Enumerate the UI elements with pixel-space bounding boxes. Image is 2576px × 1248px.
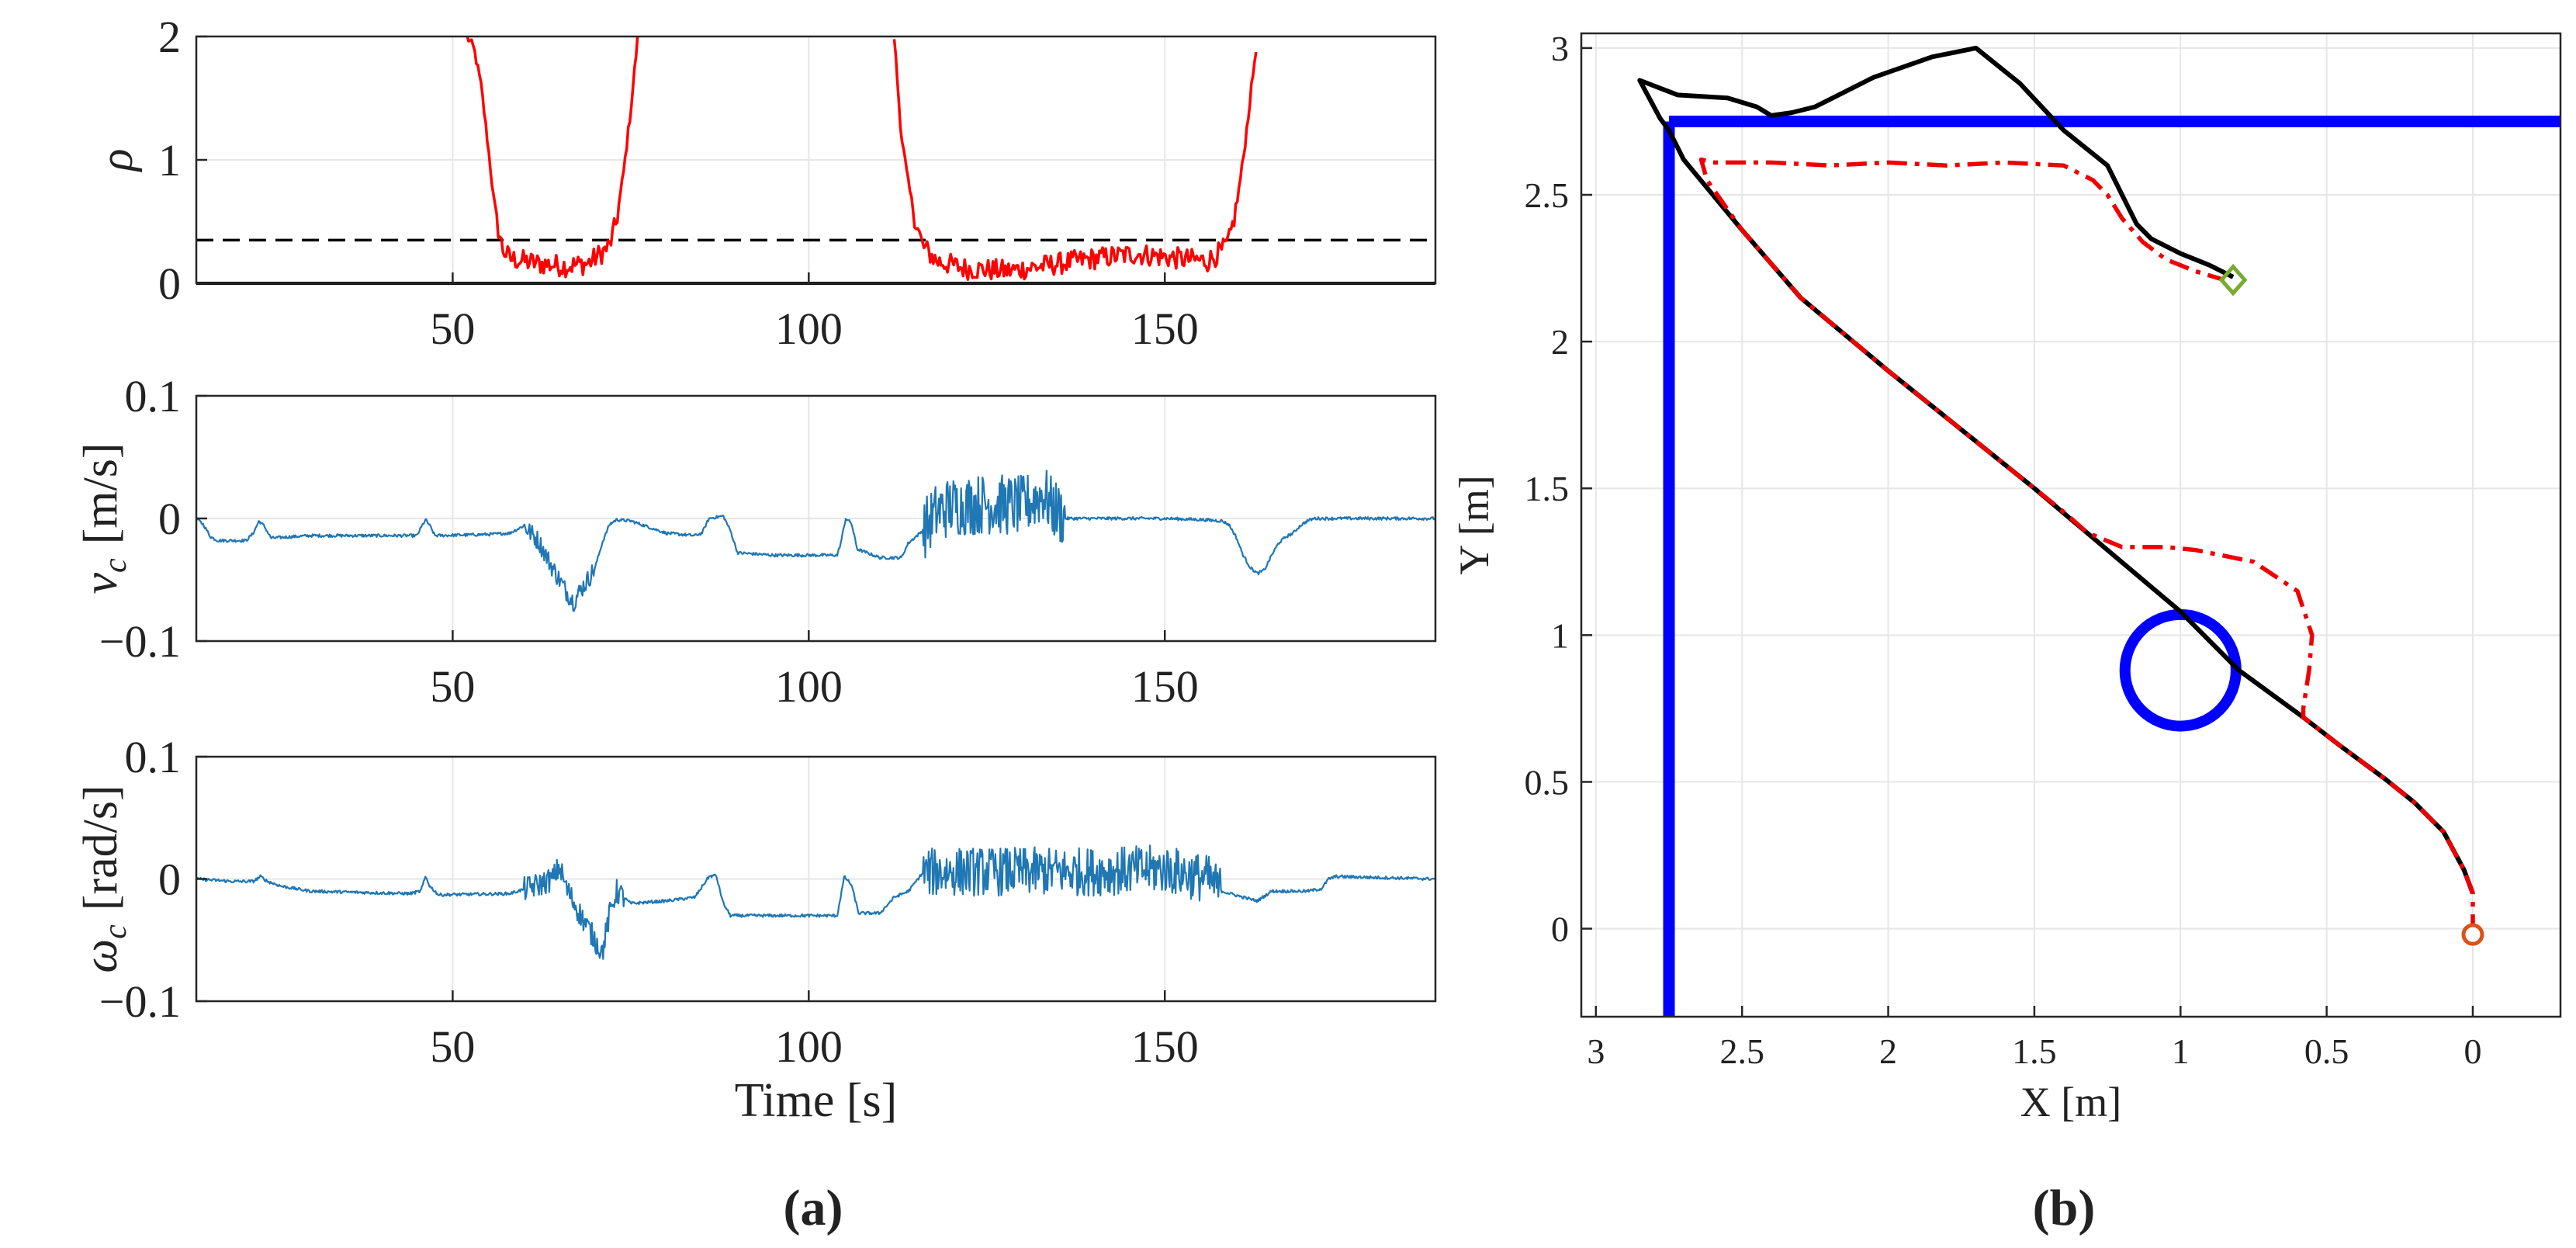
y-label-unit: [m/s] (74, 442, 127, 544)
y-axis-label: ωc [rad/s] (74, 785, 133, 972)
y-tick-label: 1.5 (1525, 469, 1570, 508)
chart-wc: 50 100 150 −0.1 0 0.1 ωc [rad/s] Time [s] (74, 732, 1437, 1127)
y-axis-label: vc [m/s] (74, 442, 133, 594)
x-tick-label: 2.5 (1719, 1031, 1764, 1071)
x-tick-label: 150 (1131, 1021, 1199, 1072)
y-label-symbol: ω (74, 939, 127, 973)
x-tick-label: 150 (1131, 661, 1199, 712)
y-tick-label: 0 (1551, 910, 1569, 949)
y-tick-label: 0.1 (125, 732, 182, 782)
y-label-symbol: v (74, 573, 127, 595)
y-tick-label: 2 (1551, 322, 1569, 362)
x-tick-label: 1 (2172, 1031, 2190, 1071)
y-label-subscript: c (98, 558, 133, 573)
x-tick-label: 3 (1587, 1031, 1605, 1071)
y-tick-label: 0 (158, 494, 181, 544)
chart-vc: 50 100 150 −0.1 0 0.1 vc [m/s] (74, 371, 1437, 712)
chart-rho: 50 100 150 0 1 2 ρ (91, 12, 1437, 354)
axes-frame (1580, 32, 2562, 1018)
y-axis-label: Y [m] (1451, 475, 1497, 574)
robot-path (1698, 157, 2475, 935)
x-tick-label: 50 (430, 661, 475, 712)
chart-xy: 3 2.5 2 1.5 1 0.5 0 0 0.5 1 1.5 2 2.5 3 X [m] Y [m] (1451, 29, 2562, 1125)
x-tick-label: 2 (1879, 1031, 1897, 1071)
x-tick-label: 150 (1131, 303, 1199, 354)
reference-path (1637, 45, 2475, 895)
x-tick-label: 100 (775, 303, 843, 354)
goal-marker (2218, 263, 2248, 296)
y-tick-label: 2.5 (1525, 175, 1570, 215)
y-tick-label: 0 (158, 855, 181, 905)
x-tick-label: 100 (775, 661, 843, 712)
y-tick-label: −0.1 (99, 616, 181, 667)
y-tick-label: 3 (1551, 29, 1569, 68)
x-tick-label: 1.5 (2012, 1031, 2057, 1071)
series-rho-1 (892, 39, 1258, 281)
panel-b: 3 2.5 2 1.5 1 0.5 0 0 0.5 1 1.5 2 2.5 3 X [m] Y [m] (1451, 29, 2562, 1125)
x-tick-label: 0 (2463, 1031, 2481, 1071)
y-tick-label: 2 (158, 12, 181, 62)
y-label-unit: [rad/s] (74, 785, 127, 910)
series-rho-0 (466, 36, 639, 279)
x-tick-label: 50 (430, 1021, 475, 1072)
y-tick-label: 0.1 (125, 371, 182, 421)
x-tick-label: 50 (430, 303, 475, 354)
x-tick-label: 0.5 (2304, 1031, 2349, 1071)
panel-b-label: (b) (2033, 1180, 2096, 1236)
y-tick-label: 1 (1551, 615, 1569, 655)
y-tick-label: 0.5 (1525, 762, 1570, 802)
x-axis-label: Time [s] (735, 1074, 898, 1127)
x-tick-label: 100 (775, 1021, 843, 1072)
series-vc-0 (196, 470, 1435, 612)
x-axis-label: X [m] (2020, 1079, 2121, 1125)
y-label-subscript: c (98, 924, 133, 939)
start-marker (2461, 923, 2484, 946)
y-axis-label: ρ (91, 149, 142, 173)
y-tick-label: 1 (158, 135, 181, 185)
panel-a-label: (a) (784, 1180, 843, 1236)
series-wc-0 (196, 844, 1435, 960)
y-tick-label: −0.1 (99, 976, 181, 1027)
y-tick-label: 0 (158, 258, 181, 309)
